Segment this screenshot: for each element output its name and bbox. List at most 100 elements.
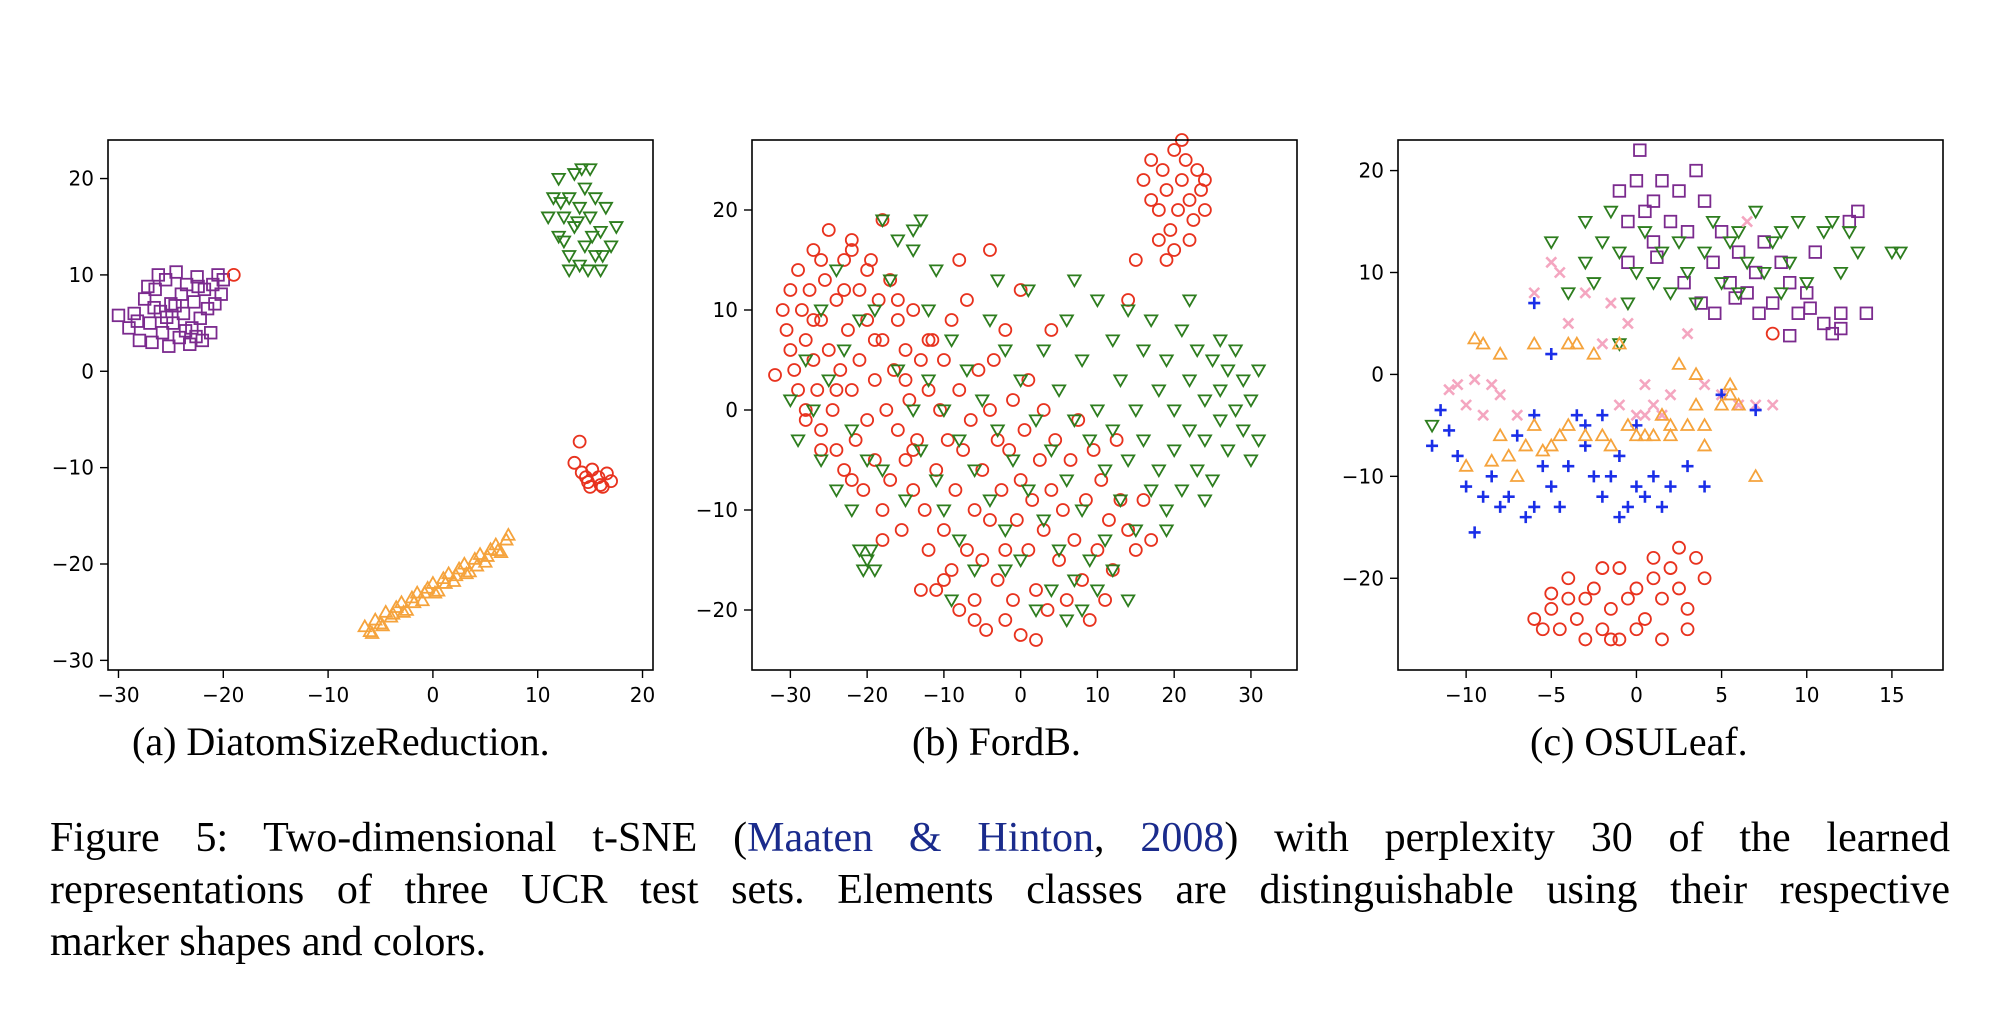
point-circle [902,393,917,407]
point-triangle_up [1517,437,1534,452]
point-circle [837,283,852,297]
point-square [145,335,159,350]
point-triangle_down [582,163,598,177]
point-triangle_down [1747,205,1764,220]
y-tick-label-a: 10 [69,263,94,287]
point-triangle_down [897,494,914,509]
point-triangle_down [1112,494,1129,509]
point-circle [1544,586,1559,601]
point-triangle_down [1120,454,1136,469]
x-tick-label-a: −30 [97,683,139,707]
point-circle [810,383,825,397]
point-circle [913,583,928,597]
point-circle [1006,393,1020,407]
point-triangle_down [855,564,872,579]
point-square [1663,214,1678,229]
point-circle [998,323,1013,337]
point-square [1680,225,1695,239]
point-circle [1102,513,1116,527]
point-circle [937,353,951,367]
point-triangle_down [813,304,829,319]
point-circle [791,263,805,277]
point-triangle_up [1645,427,1662,442]
point-triangle_up [1475,335,1491,350]
point-triangle_up [1671,356,1687,370]
point-triangle_down [1089,584,1106,599]
point-plus [1545,480,1558,493]
point-triangle_down [1790,215,1806,230]
point-triangle_down [1424,419,1440,434]
point-triangle_down [997,344,1014,359]
point-triangle_up [1654,407,1670,421]
point-triangle_down [1066,274,1083,289]
point-triangle_up [469,557,485,572]
point-triangle_down [556,211,572,226]
point-triangle_down [1645,277,1662,291]
point-circle [952,603,967,617]
point-triangle_down [821,374,837,389]
point-circle [798,333,813,347]
citation-author-link[interactable]: Maaten & Hinton [747,815,1095,861]
point-square [1672,184,1686,198]
point-triangle_up [440,565,457,580]
point-circle [585,462,600,477]
point-triangle_down [890,364,906,379]
point-triangle_down [1074,604,1090,619]
point-circle [1655,591,1669,606]
point-triangle_down [1066,574,1083,589]
citation-year-link[interactable]: 2008 [1140,815,1225,861]
point-triangle_down [905,224,921,239]
point-x [1681,327,1694,340]
point-plus [1426,439,1439,452]
point-circle [890,293,905,307]
axes-frame-a [107,139,654,671]
point-circle [1032,453,1047,467]
point-triangle_down [1662,287,1679,301]
point-triangle_up [437,575,454,589]
point-triangle_down [859,554,875,569]
point-circle [829,443,844,457]
point-triangle_down [982,494,998,509]
point-triangle_up [1458,458,1474,472]
point-plus [1451,449,1464,462]
point-circle [913,353,928,367]
point-triangle_down [959,364,975,379]
point-triangle_up [448,567,464,582]
point-triangle_up [1730,396,1747,411]
point-triangle_up [1560,335,1577,350]
point-circle [860,313,875,327]
point-triangle_up [1466,330,1483,345]
point-square [1612,184,1627,198]
point-square [164,297,178,311]
point-triangle_down [1012,554,1029,569]
point-triangle_down [867,564,883,579]
point-triangle_down [1128,404,1144,419]
point-square [168,299,182,313]
point-triangle_down [577,182,593,197]
point-circle [783,283,798,297]
point-square [122,321,136,335]
point-triangle_up [1611,335,1628,350]
point-triangle_down [1081,434,1098,449]
point-plus [1460,480,1473,493]
point-circle [1086,443,1101,457]
point-triangle_down [1074,354,1090,369]
point-square [200,301,215,316]
point-square [1808,245,1822,259]
point-circle [1079,493,1093,507]
point-circle [871,293,886,307]
point-triangle_down [1189,464,1205,479]
point-triangle_up [1526,417,1543,431]
point-triangle_down [1089,404,1106,419]
point-triangle_down [1181,374,1198,389]
point-triangle_down [1235,374,1252,389]
point-circle [1009,513,1024,527]
x-tick-label-c: −5 [1537,683,1566,707]
point-plus [1613,511,1626,524]
point-triangle_down [1158,504,1175,519]
point-square [1783,328,1797,343]
point-triangle_down [966,564,983,579]
point-triangle_down [1250,364,1267,379]
point-circle [593,478,608,492]
point-circle [1629,622,1644,637]
